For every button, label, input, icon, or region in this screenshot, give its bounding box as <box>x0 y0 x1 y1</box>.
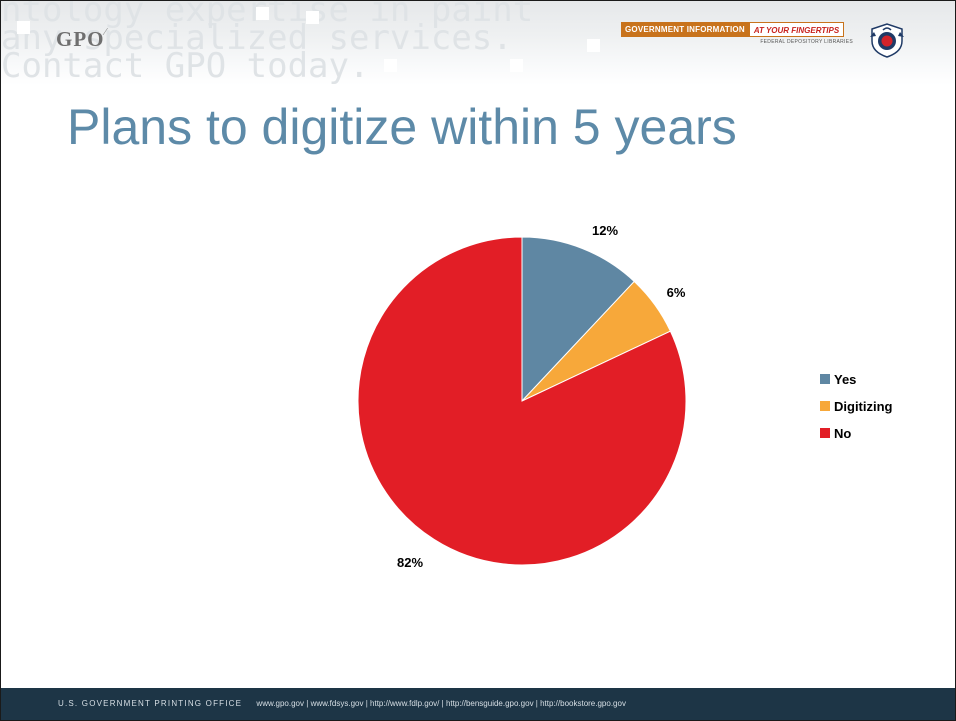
footer-link[interactable]: http://www.fdlp.gov/ <box>370 699 440 708</box>
data-label-yes: 12% <box>592 223 618 238</box>
watermark-square <box>306 11 319 24</box>
pie-slice-yes <box>521 236 635 403</box>
footer-bar: U.S. GOVERNMENT PRINTING OFFICE www.gpo.… <box>1 688 955 720</box>
watermark-square <box>510 59 523 72</box>
footer-separator: | <box>535 699 541 708</box>
banner-right-text: AT YOUR FINGERTIPS <box>748 22 845 37</box>
pie-slices <box>357 236 687 566</box>
watermark-square <box>17 21 30 34</box>
footer-link[interactable]: www.gpo.gov <box>256 699 305 708</box>
legend-label-yes: Yes <box>834 372 856 387</box>
legend-swatch-yes <box>820 374 830 384</box>
footer-org-name: U.S. GOVERNMENT PRINTING OFFICE <box>58 699 243 708</box>
pie-slice-no <box>357 236 687 566</box>
legend-swatch-no <box>820 428 830 438</box>
gpo-logo-swoosh: ⁄ <box>104 27 108 38</box>
header-band: ntology expertise in paint any specializ… <box>1 1 955 85</box>
banner-left-text: GOVERNMENT INFORMATION <box>621 22 749 37</box>
legend-label-digitizing: Digitizing <box>834 399 893 414</box>
footer-separator: | <box>365 699 371 708</box>
data-label-digitizing: 6% <box>667 285 686 300</box>
watermark-square <box>587 39 600 52</box>
watermark-square <box>384 59 397 72</box>
eagle-seal-icon <box>870 23 904 58</box>
gpo-logo: GPO⁄ <box>56 27 107 52</box>
watermark-line-2: any specialized services. <box>1 18 513 58</box>
legend-label-no: No <box>834 426 851 441</box>
footer-separator: | <box>441 699 446 708</box>
chart-legend: Yes Digitizing No <box>820 372 893 441</box>
footer-link[interactable]: http://bensguide.gpo.gov <box>445 699 534 708</box>
footer-separator: | <box>306 699 311 708</box>
watermark-line-3: Contact GPO today. <box>1 46 370 85</box>
watermark-square <box>256 7 269 20</box>
slide-title: Plans to digitize within 5 years <box>67 99 737 155</box>
data-label-no: 82% <box>397 555 423 570</box>
gov-info-banner: GOVERNMENT INFORMATION AT YOUR FINGERTIP… <box>621 22 853 45</box>
footer-link[interactable]: http://bookstore.gpo.gov <box>540 699 626 708</box>
footer-link[interactable]: www.fdsys.gov <box>310 699 364 708</box>
banner-sub-text: FEDERAL DEPOSITORY LIBRARIES <box>760 39 853 45</box>
pie-data-labels: 12% 6% 82% <box>397 223 686 570</box>
gpo-logo-text: GPO <box>56 27 105 51</box>
legend-swatch-digitizing <box>820 401 830 411</box>
